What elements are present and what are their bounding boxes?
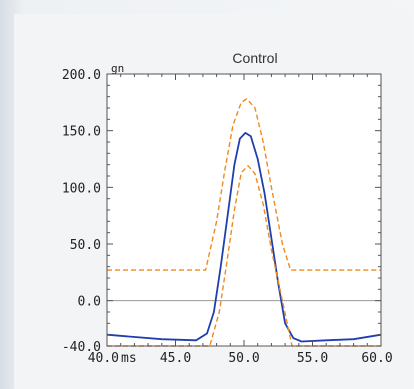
x-axis-unit: ms: [121, 351, 137, 366]
x-tick-label: 50.0: [228, 351, 259, 366]
chart-panel: Control gn ms 200.0 150.0 100.0 50.0 0.0 -40.…: [14, 14, 410, 389]
x-tick-label: 45.0: [160, 351, 191, 366]
y-tick-label: 50.0: [70, 238, 101, 253]
y-tick-label: 0.0: [78, 295, 101, 310]
signal-line: [106, 132, 382, 343]
x-tick-label: 40.0: [88, 351, 119, 366]
x-tick-label: 55.0: [297, 351, 328, 366]
y-tick-label: 150.0: [62, 125, 101, 140]
x-tick-label: 60.0: [361, 351, 392, 366]
y-tick-label: 200.0: [62, 68, 101, 83]
corridor-line-2: [107, 165, 381, 347]
corridor-line-1: [107, 98, 381, 271]
y-tick-label: -40.0: [62, 340, 101, 355]
chart-title: Control: [232, 50, 277, 66]
plot-area: [107, 74, 381, 346]
y-tick-label: 100.0: [62, 181, 101, 196]
chart: Control gn ms 200.0 150.0 100.0 50.0 0.0 -40.…: [62, 50, 393, 366]
y-axis-unit: gn: [111, 62, 124, 75]
